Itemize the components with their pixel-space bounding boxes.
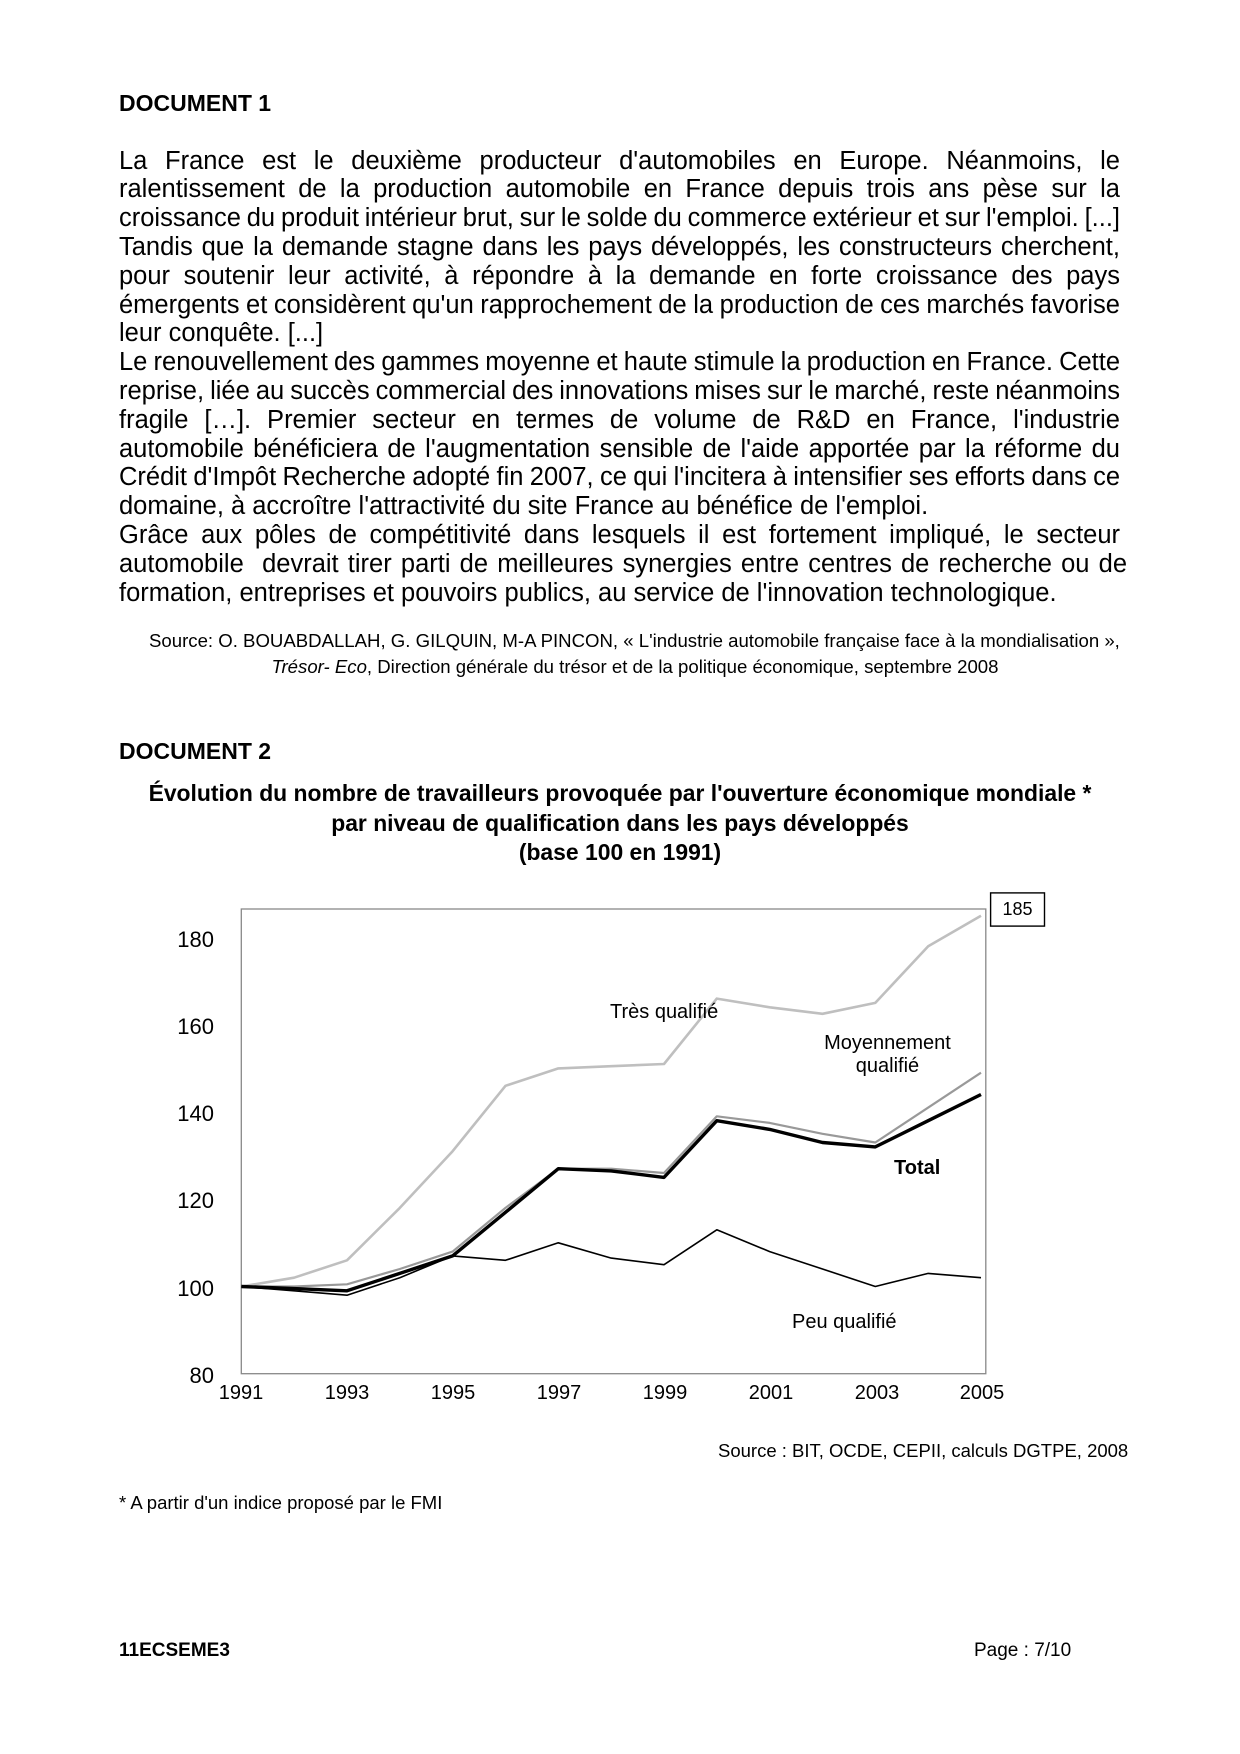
svg-text:185: 185 bbox=[1002, 899, 1032, 919]
